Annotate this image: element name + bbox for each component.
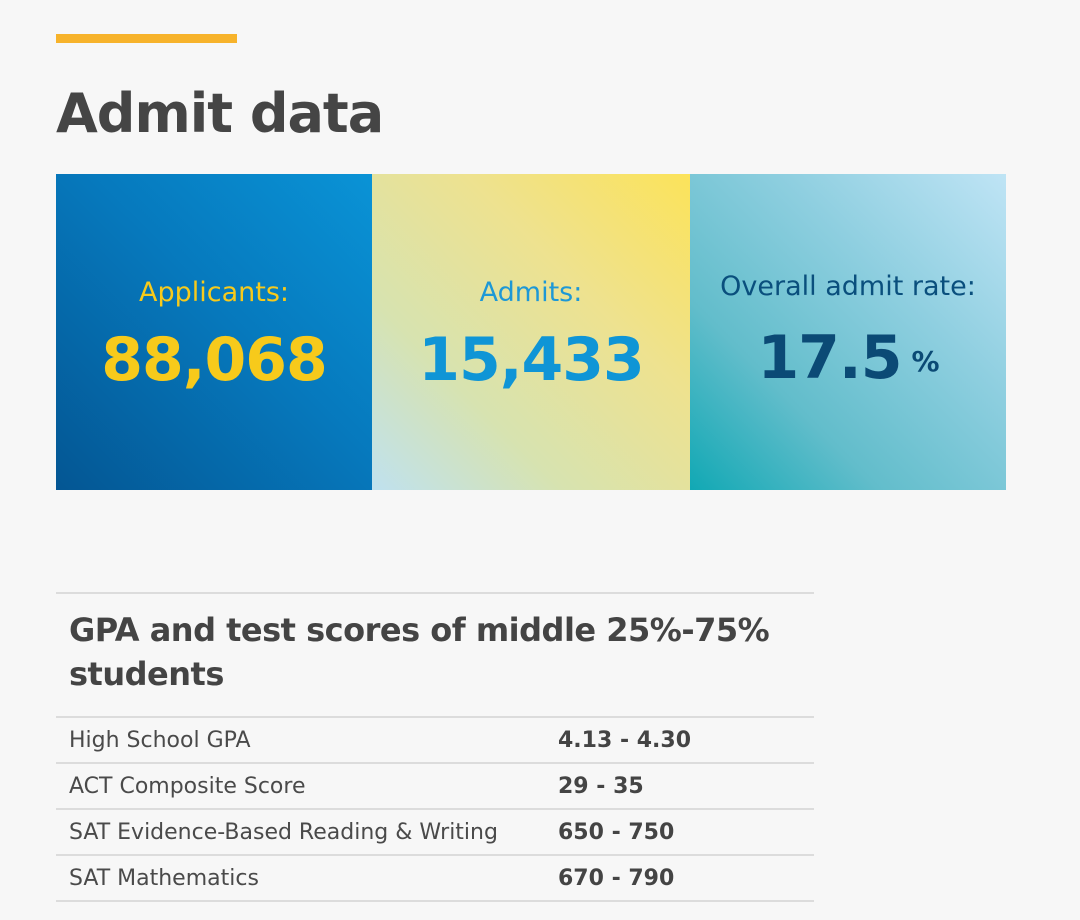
score-value: 4.13 - 4.30 — [558, 727, 692, 753]
applicants-stat: Applicants: 88,068 — [56, 174, 372, 490]
scores-title: GPA and test scores of middle 25%-75% st… — [69, 611, 770, 693]
table-row: SAT Mathematics 670 - 790 — [56, 856, 814, 902]
score-value: 650 - 750 — [558, 819, 675, 845]
score-value: 29 - 35 — [558, 773, 644, 799]
table-row: High School GPA 4.13 - 4.30 — [56, 718, 814, 764]
admit-rate-label: Overall admit rate: — [720, 271, 976, 302]
score-value: 670 - 790 — [558, 865, 675, 891]
admit-stats-panel: Applicants: 88,068 Admits: 15,433 Overal… — [56, 174, 1006, 490]
page-title: Admit data — [56, 82, 384, 145]
admits-value: 15,433 — [418, 325, 645, 395]
admit-rate-number: 17.5 — [757, 323, 902, 393]
admit-rate-value: 17.5% — [757, 318, 939, 398]
score-label: ACT Composite Score — [69, 773, 306, 799]
accent-bar — [56, 34, 237, 43]
scores-table: GPA and test scores of middle 25%-75% st… — [56, 592, 814, 902]
admit-rate-unit: % — [911, 345, 939, 378]
score-label: High School GPA — [69, 727, 251, 753]
applicants-label: Applicants: — [138, 277, 289, 308]
table-row: ACT Composite Score 29 - 35 — [56, 764, 814, 810]
admits-stat: Admits: 15,433 — [372, 174, 690, 490]
admits-label: Admits: — [479, 277, 583, 308]
applicants-value: 88,068 — [101, 325, 328, 395]
table-row: SAT Evidence-Based Reading & Writing 650… — [56, 810, 814, 856]
score-label: SAT Mathematics — [69, 865, 259, 891]
admit-rate-stat: Overall admit rate: 17.5% — [690, 174, 1006, 490]
scores-header: GPA and test scores of middle 25%-75% st… — [56, 592, 814, 718]
score-label: SAT Evidence-Based Reading & Writing — [69, 819, 498, 845]
